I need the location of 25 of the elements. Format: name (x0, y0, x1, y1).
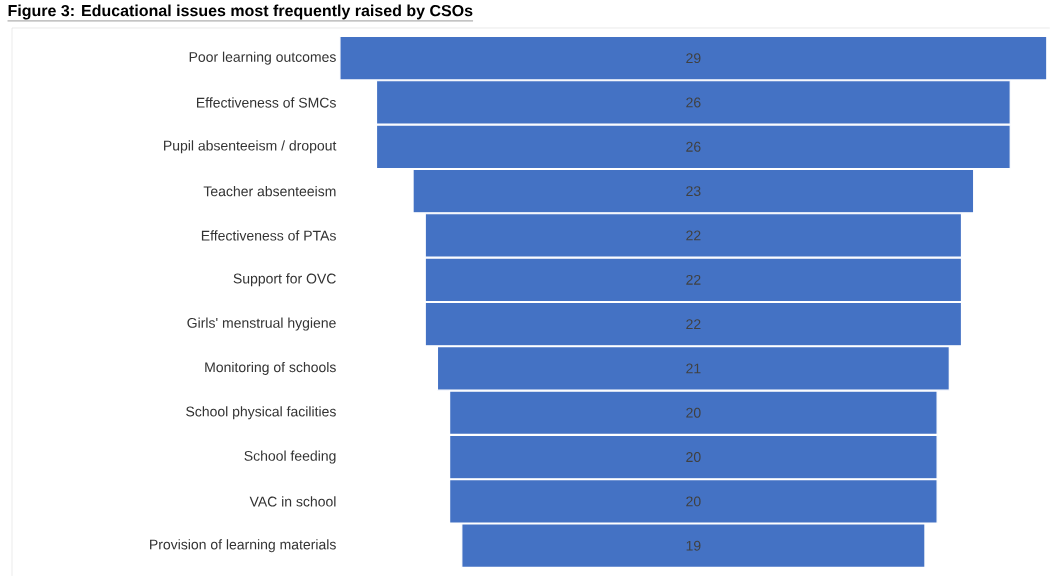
category-label: Monitoring of schools (205, 361, 336, 375)
data-label: 29 (686, 53, 701, 64)
category-label: VAC in school (249, 496, 336, 507)
category-label: Teacher absenteeism (203, 185, 336, 197)
category-label: School feeding (244, 450, 336, 464)
data-label: 23 (686, 186, 701, 197)
category-label: Girls' menstrual hygiene (187, 317, 336, 331)
category-label: Support for OVC (233, 273, 336, 287)
category-label: School physical facilities (186, 406, 336, 420)
category-label: Effectiveness of SMCs (197, 97, 336, 108)
category-label: Pupil absenteeism / dropout (164, 140, 337, 154)
data-label: 26 (686, 141, 701, 152)
data-label: 20 (686, 496, 701, 507)
data-label: 21 (686, 363, 701, 374)
data-label: 22 (686, 274, 701, 285)
category-label: Provision of learning materials (150, 539, 336, 553)
data-label: 19 (686, 540, 701, 551)
category-label: Effectiveness of PTAs (201, 230, 336, 241)
text: Figure 3: Educational issues most frequently raised by CSOs (8, 4, 473, 20)
data-label: 22 (686, 319, 701, 329)
category-label: Poor learning outcomes (189, 51, 336, 65)
data-label: 20 (686, 407, 701, 418)
data-label: 20 (686, 452, 701, 463)
data-label: 26 (686, 97, 701, 108)
data-label: 22 (686, 230, 701, 241)
